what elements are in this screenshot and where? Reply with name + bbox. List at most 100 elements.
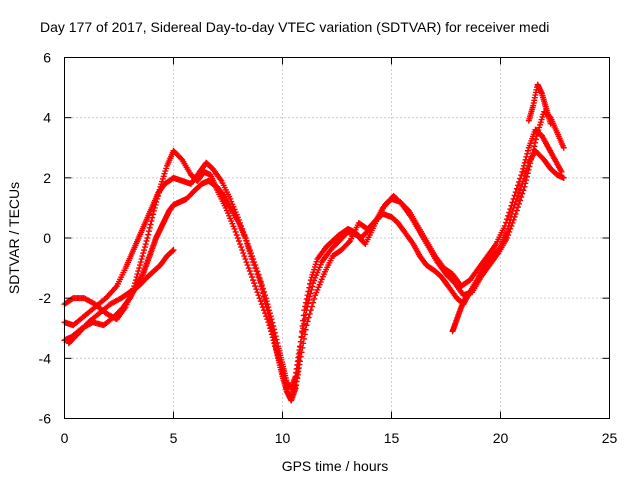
data-point — [530, 146, 537, 153]
data-point — [302, 311, 309, 318]
data-point — [259, 304, 266, 311]
data-point — [247, 250, 254, 257]
data-point — [525, 166, 532, 173]
data-point — [262, 292, 269, 299]
data-point — [297, 353, 304, 360]
data-point — [149, 214, 156, 221]
data-point — [529, 150, 536, 157]
data-point — [520, 187, 527, 194]
data-point — [154, 195, 161, 202]
data-point — [250, 256, 257, 263]
data-point — [141, 247, 148, 254]
data-point — [301, 331, 308, 338]
data-point — [471, 283, 478, 290]
data-point — [518, 194, 525, 201]
data-point — [302, 326, 309, 333]
ticks: 0 5 10 15 20 25 -6 -4 -2 0 2 4 6 — [39, 50, 618, 447]
data-point — [296, 358, 303, 365]
data-point — [523, 153, 530, 160]
data-point — [262, 295, 269, 302]
data-point — [560, 174, 567, 181]
data-point — [309, 283, 316, 290]
data-point — [243, 238, 250, 245]
data-point — [525, 147, 532, 154]
data-point — [517, 175, 524, 182]
data-point — [235, 216, 242, 223]
data-point — [308, 303, 315, 310]
data-point — [520, 162, 527, 169]
data-point — [268, 331, 275, 338]
data-point — [262, 310, 269, 317]
data-points — [61, 81, 567, 404]
data-point — [241, 231, 248, 238]
y-tick-label: 6 — [43, 50, 51, 66]
x-tick-label: 10 — [275, 430, 291, 446]
data-point — [305, 314, 312, 321]
data-point — [299, 344, 306, 351]
data-point — [155, 189, 162, 196]
data-point — [231, 225, 238, 232]
data-point — [241, 253, 248, 260]
data-point — [513, 185, 520, 192]
data-point — [504, 216, 511, 223]
data-point — [246, 247, 253, 254]
data-point — [150, 207, 157, 214]
data-point — [527, 160, 534, 167]
data-point — [243, 259, 250, 266]
x-tick-label: 20 — [493, 430, 509, 446]
data-point — [154, 192, 161, 199]
data-point — [506, 209, 513, 216]
data-point — [242, 256, 249, 263]
data-point — [307, 290, 314, 297]
data-point — [310, 299, 317, 306]
data-point — [235, 238, 242, 245]
data-point — [143, 238, 150, 245]
data-point — [528, 153, 535, 160]
data-point — [516, 189, 523, 196]
data-point — [251, 280, 258, 287]
data-point — [253, 286, 260, 293]
data-point — [345, 239, 352, 246]
data-point — [521, 183, 528, 190]
y-tick-label: -6 — [39, 411, 52, 427]
data-point — [252, 262, 259, 269]
data-point — [519, 190, 526, 197]
data-point — [272, 343, 279, 350]
data-point — [547, 120, 554, 127]
data-point — [266, 322, 273, 329]
data-point — [273, 336, 280, 343]
y-tick-label: -2 — [39, 290, 52, 306]
data-point — [148, 218, 155, 225]
data-point — [258, 282, 265, 289]
data-point — [516, 178, 523, 185]
data-point — [501, 222, 508, 229]
data-point — [512, 210, 519, 217]
data-point — [372, 218, 379, 225]
data-point — [311, 295, 318, 302]
data-point — [236, 219, 243, 226]
data-point — [505, 212, 512, 219]
data-point — [532, 136, 539, 143]
data-point — [134, 271, 141, 278]
data-point — [170, 247, 177, 254]
data-point — [254, 289, 261, 296]
data-point — [145, 231, 152, 238]
data-point — [135, 268, 142, 275]
y-tick-label: 0 — [43, 230, 51, 246]
data-point — [257, 278, 264, 285]
data-point — [240, 250, 247, 257]
data-point — [132, 277, 139, 284]
x-tick-label: 5 — [170, 430, 178, 446]
data-point — [502, 219, 509, 226]
x-tick-label: 25 — [602, 430, 618, 446]
data-point — [531, 143, 538, 150]
data-point — [516, 200, 523, 207]
data-point — [265, 319, 272, 326]
data-point — [150, 211, 157, 218]
data-point — [232, 228, 239, 235]
data-point — [141, 244, 148, 251]
data-point — [307, 307, 314, 314]
data-point — [298, 349, 305, 356]
data-point — [510, 195, 517, 202]
data-point — [306, 293, 313, 300]
